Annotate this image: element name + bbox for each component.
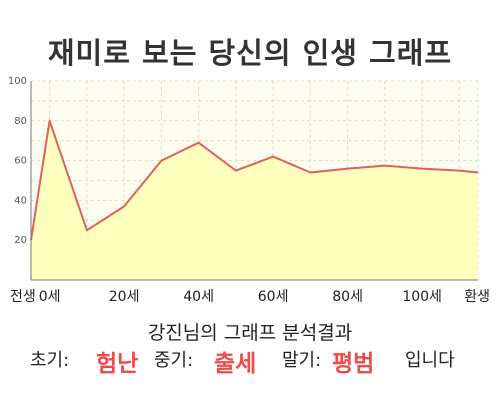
area-fill xyxy=(31,120,478,280)
y-tick-label: 80 xyxy=(14,116,27,127)
x-tick-label: 환생 xyxy=(464,289,490,305)
series-line xyxy=(30,119,479,241)
chart-title: 재미로 보는 당신의 인생 그래프 xyxy=(47,36,453,70)
middle-label: 중기: xyxy=(154,350,194,371)
y-tick-labels: 20 40 60 80 100 xyxy=(8,76,27,246)
data-point xyxy=(347,168,349,170)
data-point xyxy=(198,142,200,144)
late-label: 말기: xyxy=(282,350,322,371)
data-point xyxy=(235,170,237,172)
data-point xyxy=(123,205,125,207)
late-value: 평범 xyxy=(332,351,375,377)
data-point xyxy=(309,172,311,174)
data-point xyxy=(384,165,386,167)
ending-text: 입니다 xyxy=(405,350,455,371)
y-tick-label: 100 xyxy=(8,76,27,87)
y-tick-label: 40 xyxy=(14,195,27,206)
x-tick-label: 전생 xyxy=(10,289,36,305)
area-layer xyxy=(30,119,479,280)
data-point xyxy=(86,229,88,231)
axis-lines xyxy=(30,81,478,281)
y-tick-label: 20 xyxy=(14,235,27,246)
data-point xyxy=(421,168,423,170)
y-tick-label: 60 xyxy=(14,156,27,167)
data-point xyxy=(272,156,274,158)
data-point xyxy=(160,160,162,162)
x-tick-label: 20세 xyxy=(109,289,140,305)
data-point xyxy=(49,120,51,122)
x-tick-label: 100세 xyxy=(402,289,442,305)
x-tick-label: 80세 xyxy=(332,289,363,305)
analysis-title: 강진님의 그래프 분석결과 xyxy=(147,322,353,344)
data-point xyxy=(477,172,479,174)
x-tick-label: 0세 xyxy=(39,289,61,305)
early-value: 험난 xyxy=(96,351,139,377)
x-tick-labels: 전생 0세 20세 40세 60세 80세 100세 환생 xyxy=(10,289,490,305)
early-label: 초기: xyxy=(30,350,70,371)
data-point xyxy=(458,170,460,172)
x-tick-label: 40세 xyxy=(183,289,214,305)
middle-value: 출세 xyxy=(214,351,257,377)
x-tick-label: 60세 xyxy=(258,289,289,305)
